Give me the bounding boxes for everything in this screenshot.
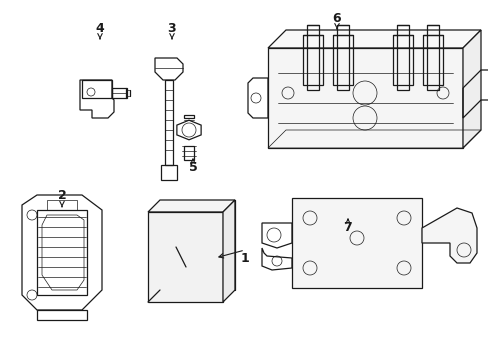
Polygon shape: [223, 200, 235, 302]
Text: 3: 3: [167, 22, 176, 35]
Polygon shape: [267, 30, 480, 48]
Polygon shape: [148, 200, 235, 212]
Polygon shape: [148, 212, 223, 302]
Text: 7: 7: [343, 221, 352, 234]
Text: 6: 6: [332, 12, 341, 24]
Polygon shape: [267, 48, 462, 148]
Polygon shape: [421, 208, 476, 263]
Text: 4: 4: [96, 22, 104, 35]
Text: 2: 2: [58, 189, 66, 202]
Polygon shape: [462, 30, 480, 148]
Polygon shape: [291, 198, 421, 288]
Text: 5: 5: [188, 162, 197, 175]
Text: 1: 1: [240, 252, 249, 265]
